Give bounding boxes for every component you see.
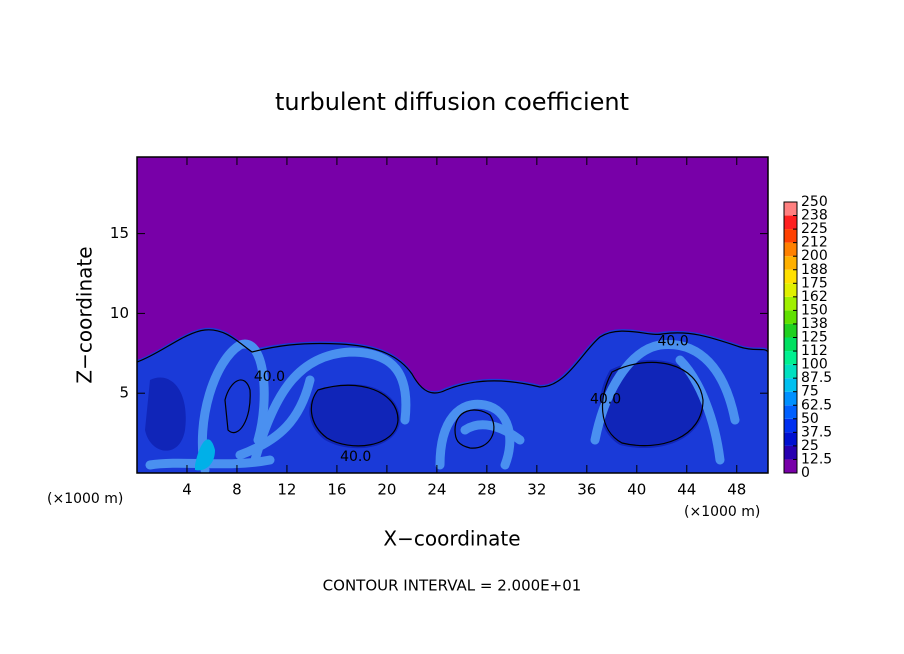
colorbar-band xyxy=(784,405,797,419)
contour-label: 40.0 xyxy=(254,369,285,385)
colorbar-band xyxy=(784,296,797,311)
colorbar-band xyxy=(784,283,797,297)
colorbar-band xyxy=(784,323,797,338)
light-patch xyxy=(195,439,215,471)
colorbar-band xyxy=(784,229,797,243)
colorbar-label: 212 xyxy=(801,235,828,251)
y-tick-label: 10 xyxy=(110,304,129,322)
x-tick-label: 12 xyxy=(277,481,296,499)
x-tick-label: 44 xyxy=(677,481,696,499)
colorbar-label: 225 xyxy=(801,221,828,237)
chart-title: turbulent diffusion coefficient xyxy=(275,88,629,116)
y-tick-label: 5 xyxy=(119,384,129,402)
colorbar-label: 0 xyxy=(801,465,810,481)
y-axis-label: Z−coordinate xyxy=(73,246,97,383)
colorbar-label: 188 xyxy=(801,262,828,278)
colorbar-label: 50 xyxy=(801,411,819,427)
colorbar-label: 238 xyxy=(801,208,828,224)
colorbar-band xyxy=(784,445,797,460)
x-unit-label: (×1000 m) xyxy=(47,491,123,507)
colorbar-label: 37.5 xyxy=(801,424,832,440)
footnote: CONTOUR INTERVAL = 2.000E+01 xyxy=(323,577,582,595)
colorbar-band xyxy=(784,242,797,257)
x-tick-label: 24 xyxy=(427,481,446,499)
x-tick-label: 8 xyxy=(232,481,242,499)
x-unit-label: (×1000 m) xyxy=(684,504,760,520)
colorbar-label: 62.5 xyxy=(801,397,832,413)
dark-patch xyxy=(145,360,705,451)
colorbar-label: 250 xyxy=(801,194,828,210)
colorbar-band xyxy=(784,269,797,284)
x-tick-label: 36 xyxy=(577,481,596,499)
x-tick-label: 32 xyxy=(527,481,546,499)
x-tick-label: 28 xyxy=(477,481,496,499)
colorbar-band xyxy=(784,391,797,406)
x-tick-label: 16 xyxy=(327,481,346,499)
contour-label: 40.0 xyxy=(340,449,371,465)
x-tick-label: 4 xyxy=(182,481,192,499)
colorbar-label: 162 xyxy=(801,289,828,305)
colorbar-label: 150 xyxy=(801,302,828,318)
colorbar-label: 175 xyxy=(801,275,828,291)
x-tick-label: 20 xyxy=(377,481,396,499)
colorbar-band xyxy=(784,215,797,230)
x-axis-label: X−coordinate xyxy=(383,527,520,551)
contour-label: 40.0 xyxy=(657,333,688,349)
colorbar-band xyxy=(784,351,797,365)
colorbar-label: 138 xyxy=(801,316,828,332)
contour-label: 40.0 xyxy=(590,392,621,408)
colorbar-band xyxy=(784,378,797,392)
colorbar-band xyxy=(784,256,797,270)
colorbar-label: 200 xyxy=(801,248,828,264)
colorbar-band xyxy=(784,310,797,324)
x-tick-label: 40 xyxy=(627,481,646,499)
colorbar-label: 12.5 xyxy=(801,451,832,467)
colorbar-band xyxy=(784,432,797,446)
field xyxy=(137,157,768,473)
colorbar-label: 112 xyxy=(801,343,828,359)
contour-lines xyxy=(137,329,768,449)
colorbar-label: 125 xyxy=(801,330,828,346)
colorbar-band xyxy=(784,418,797,433)
x-tick-label: 48 xyxy=(727,481,746,499)
colorbar-band xyxy=(784,202,797,216)
plot-frame xyxy=(136,156,769,474)
colorbar-label: 87.5 xyxy=(801,370,832,386)
colorbar-band xyxy=(784,364,797,379)
colorbar-label: 100 xyxy=(801,357,828,373)
colorbar-label: 25 xyxy=(801,438,819,454)
y-tick-label: 15 xyxy=(110,224,129,242)
colorbar-band xyxy=(784,337,797,352)
colorbar-band xyxy=(784,459,797,473)
colorbar-label: 75 xyxy=(801,384,819,400)
